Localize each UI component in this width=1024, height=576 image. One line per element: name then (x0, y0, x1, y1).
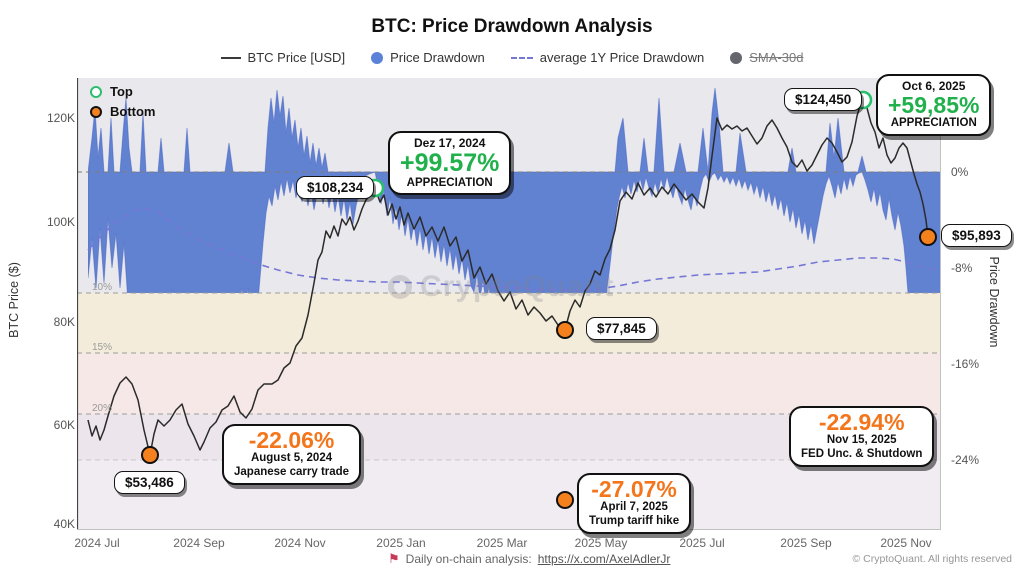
callout-percent: +99.57% (400, 149, 500, 177)
marker-legend: Top Bottom (90, 84, 156, 119)
callout-date: Nov 15, 2025 (826, 434, 897, 447)
bottom-circle-icon (90, 105, 102, 118)
callout-label: Japanese carry trade (234, 466, 350, 479)
callout-date: Dez 17, 2024 (414, 136, 486, 150)
x-axis-tick: 2025 May (574, 536, 628, 550)
top-circle-icon (90, 85, 102, 98)
price-label-124450: $124,450 (784, 88, 863, 111)
left-axis-tick: 100K (46, 215, 75, 229)
marker-legend-label: Top (110, 84, 133, 99)
cryptoquant-logo-icon (388, 275, 412, 299)
left-axis-tick: 40K (53, 517, 75, 531)
band-10-to-15pct (77, 293, 941, 353)
callout-nov-2025-bottom: -22.94% Nov 15, 2025 FED Unc. & Shutdown (789, 406, 935, 468)
legend-label: BTC Price [USD] (247, 50, 346, 65)
lines-group (87, 90, 942, 509)
left-axis-title: BTC Price ($) (7, 262, 21, 338)
callout-label: FED Unc. & Shutdown (801, 448, 923, 461)
x-axis-tick: 2024 Jul (74, 536, 120, 550)
legend-item-sma-disabled[interactable]: SMA-30d (730, 50, 803, 65)
callout-percent: -27.07% (591, 476, 677, 502)
price-label-95893: $95,893 (941, 224, 1012, 247)
right-axis-tick: -24% (951, 453, 980, 467)
marker-legend-bottom: Bottom (90, 104, 156, 119)
footer-link[interactable]: https://x.com/AxelAdlerJr (537, 552, 671, 566)
right-axis-tick: 0% (951, 165, 969, 179)
callout-date: August 5, 2024 (250, 452, 333, 465)
legend-item-avg-drawdown[interactable]: average 1Y Price Drawdown (510, 50, 705, 65)
page-title: BTC: Price Drawdown Analysis (371, 16, 653, 37)
red-flag-icon: ⚑ (388, 551, 400, 566)
price-label-108234: $108,234 (296, 176, 375, 199)
right-axis-tick: -16% (951, 357, 980, 371)
x-axis-tick: 2025 Sep (780, 536, 832, 550)
callout-percent: +59,85% (888, 92, 980, 118)
left-axis-tick: 60K (53, 418, 75, 432)
left-axis-tick: 120K (46, 111, 75, 125)
blue-dot-swatch-icon (371, 51, 384, 64)
callout-apr-2025-bottom: -27.07% April 7, 2025 Trump tariff hike (577, 473, 692, 535)
band-label-15pct: 15% (92, 342, 113, 353)
callout-label: Trump tariff hike (589, 515, 680, 528)
legend-label: Price Drawdown (390, 50, 485, 65)
legend-item-price-drawdown[interactable]: Price Drawdown (371, 50, 485, 65)
watermark: CryptoQuant (388, 270, 614, 304)
price-label-77845: $77,845 (586, 317, 657, 340)
callout-oct-2025-top: Oct 6, 2025 +59,85% APPRECIATION (876, 74, 992, 137)
callout-percent: -22.06% (248, 427, 335, 453)
band-15-to-20pct (77, 353, 941, 414)
price-label-53486: $53,486 (114, 471, 185, 494)
gray-dot-swatch-icon (730, 51, 743, 64)
callout-percent: -22.94% (818, 409, 905, 435)
bottom-marker-apr-2025-price (556, 321, 574, 339)
legend-label: average 1Y Price Drawdown (539, 50, 705, 65)
bottom-marker-aug-2024 (141, 446, 159, 464)
callout-date: Oct 6, 2025 (902, 79, 966, 93)
x-axis-tick: 2025 Nov (880, 536, 932, 550)
watermark-text: CryptoQuant (420, 270, 615, 303)
price-drawdown-area (88, 87, 942, 497)
x-axis-tick: 2024 Nov (274, 536, 326, 550)
callout-label: APPRECIATION (406, 176, 493, 189)
bottom-marker-nov-2025-price (919, 228, 937, 246)
x-axis-tick: 2025 Mar (476, 536, 528, 550)
right-axis-tick: -8% (951, 261, 973, 275)
band-below-24pct (77, 460, 941, 530)
dashed-line-swatch-icon (510, 56, 533, 59)
chart-legend: BTC Price [USD] Price Drawdown average 1… (0, 50, 1024, 65)
left-axis-tick: 80K (53, 315, 75, 329)
callout-dec-2024-top: Dez 17, 2024 +99.57% APPRECIATION (388, 131, 512, 196)
marker-legend-label: Bottom (110, 104, 156, 119)
btc-price-line (87, 99, 929, 456)
callout-date: April 7, 2025 (600, 501, 668, 514)
series-group (88, 87, 942, 497)
footer-analysis: ⚑ Daily on-chain analysis: https://x.com… (388, 551, 670, 567)
black-line-swatch-icon (220, 56, 241, 59)
x-axis-tick: 2024 Sep (173, 536, 225, 550)
footer-copyright: © CryptoQuant. All rights reserved (852, 553, 1012, 565)
x-axis-tick: 2025 Jan (376, 536, 426, 550)
callout-label: APPRECIATION (890, 117, 977, 130)
right-axis-title: Price Drawdown (987, 256, 1001, 348)
avg-1y-drawdown-line (87, 207, 942, 292)
bottom-marker-apr-2025-drawdown (556, 491, 574, 509)
marker-legend-top: Top (90, 84, 156, 99)
legend-label-strikethrough: SMA-30d (749, 50, 804, 65)
x-axis-tick: 2025 Jul (679, 536, 725, 550)
band-label-10pct: 10% (92, 282, 113, 293)
footer-analysis-text: Daily on-chain analysis: (405, 552, 532, 566)
band-label-20pct: 20% (92, 403, 113, 414)
legend-item-btc-price[interactable]: BTC Price [USD] (220, 50, 346, 65)
callout-aug-2024-bottom: -22.06% August 5, 2024 Japanese carry tr… (222, 424, 362, 486)
drawdown-area-path (88, 87, 942, 293)
